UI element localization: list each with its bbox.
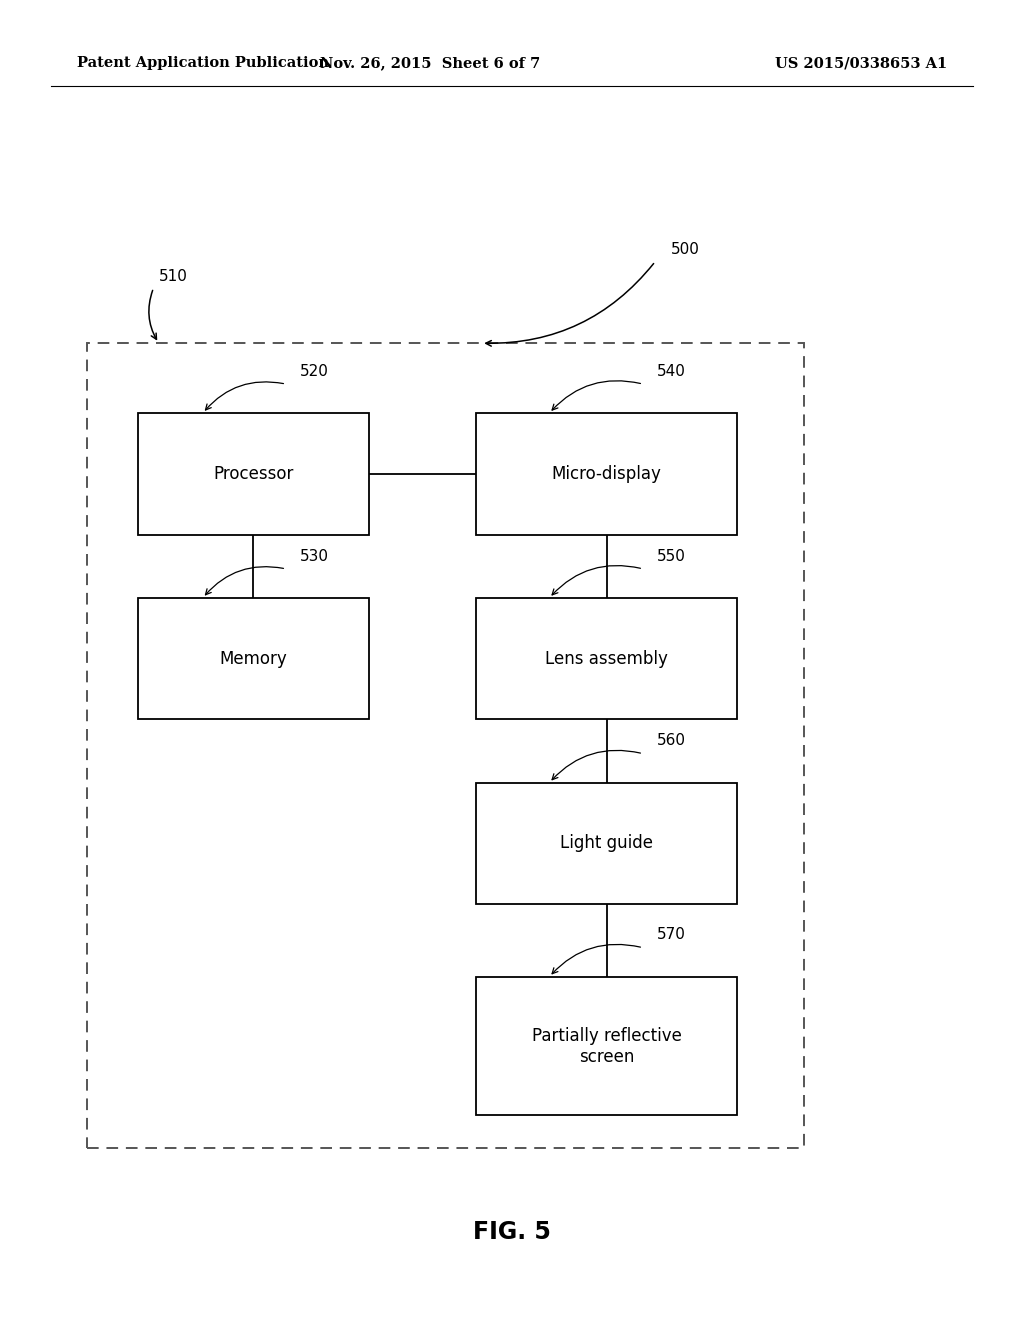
Text: 510: 510 bbox=[159, 269, 187, 284]
Bar bbox=[476, 783, 737, 904]
Text: Light guide: Light guide bbox=[560, 834, 653, 853]
Text: 530: 530 bbox=[300, 549, 329, 564]
Bar bbox=[476, 413, 737, 535]
Text: US 2015/0338653 A1: US 2015/0338653 A1 bbox=[775, 57, 947, 70]
Text: 570: 570 bbox=[656, 928, 685, 942]
Text: Micro-display: Micro-display bbox=[552, 465, 662, 483]
Text: Lens assembly: Lens assembly bbox=[546, 649, 668, 668]
Text: 540: 540 bbox=[656, 364, 685, 379]
Bar bbox=[476, 598, 737, 719]
Bar bbox=[138, 598, 369, 719]
Text: Partially reflective
screen: Partially reflective screen bbox=[531, 1027, 682, 1065]
Bar bbox=[138, 413, 369, 535]
Text: Patent Application Publication: Patent Application Publication bbox=[77, 57, 329, 70]
Bar bbox=[476, 977, 737, 1115]
Text: 560: 560 bbox=[656, 734, 685, 748]
Text: Nov. 26, 2015  Sheet 6 of 7: Nov. 26, 2015 Sheet 6 of 7 bbox=[319, 57, 541, 70]
Text: Processor: Processor bbox=[213, 465, 294, 483]
Text: Memory: Memory bbox=[219, 649, 288, 668]
Text: 500: 500 bbox=[671, 243, 699, 257]
Text: 550: 550 bbox=[656, 549, 685, 564]
Bar bbox=[87, 343, 804, 1148]
Text: 520: 520 bbox=[300, 364, 329, 379]
Text: FIG. 5: FIG. 5 bbox=[473, 1220, 551, 1243]
